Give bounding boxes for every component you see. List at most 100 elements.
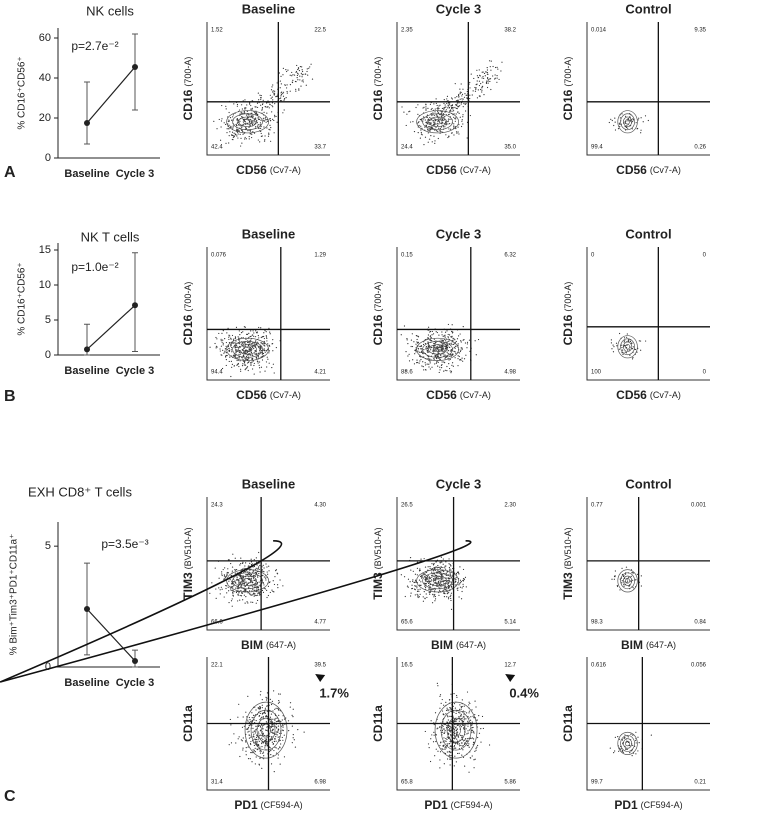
event-dot	[440, 114, 442, 116]
event-dot	[418, 584, 421, 586]
event-dot	[433, 124, 435, 126]
event-dot	[231, 570, 233, 572]
event-dot	[252, 571, 255, 573]
event-dot	[437, 581, 439, 583]
event-dot	[452, 337, 454, 339]
event-dot	[443, 585, 445, 587]
event-dot	[254, 732, 257, 734]
event-dot	[434, 343, 436, 345]
event-dot	[627, 741, 630, 743]
event-dot	[430, 127, 432, 129]
event-dot	[638, 340, 640, 342]
event-dot	[449, 563, 451, 566]
event-dot	[467, 730, 469, 732]
event-dot	[449, 350, 452, 352]
event-dot	[275, 570, 277, 572]
contour	[432, 578, 443, 584]
event-dot	[218, 332, 220, 335]
event-dot	[447, 104, 449, 106]
event-dot	[233, 733, 235, 735]
event-dot	[240, 577, 243, 579]
event-dot	[235, 346, 237, 348]
event-dot	[416, 593, 418, 595]
event-dot	[271, 741, 273, 743]
event-dot	[272, 743, 274, 745]
event-dot	[291, 725, 293, 727]
event-dot	[438, 566, 440, 568]
event-dot	[261, 734, 263, 736]
event-dot	[435, 734, 437, 736]
event-dot	[425, 583, 427, 585]
event-dot	[271, 731, 273, 733]
event-dot	[295, 90, 297, 92]
event-dot	[445, 109, 447, 111]
event-dot	[471, 724, 473, 726]
event-dot	[638, 742, 640, 744]
event-dot	[289, 702, 292, 704]
event-dot	[449, 572, 451, 574]
event-dot	[453, 703, 456, 705]
event-dot	[426, 579, 428, 581]
event-dot	[476, 97, 479, 99]
event-dot	[224, 567, 226, 569]
event-dot	[274, 708, 276, 710]
event-dot	[446, 596, 448, 598]
event-dot	[231, 580, 233, 582]
event-dot	[249, 718, 251, 721]
event-dot	[447, 719, 449, 721]
event-dot	[257, 345, 259, 348]
event-dot	[416, 567, 419, 569]
plot-title: Baseline	[242, 226, 295, 241]
event-dot	[248, 121, 250, 123]
event-dot	[246, 583, 248, 586]
event-dot	[501, 61, 503, 63]
event-dot	[275, 717, 277, 719]
event-dot	[244, 589, 246, 591]
event-dot	[460, 713, 462, 715]
event-dot	[444, 340, 447, 342]
event-dot	[232, 586, 234, 588]
event-dot	[457, 735, 459, 737]
event-dot	[279, 98, 281, 100]
event-dot	[239, 113, 241, 115]
event-dot	[257, 124, 259, 126]
event-dot	[442, 114, 444, 117]
event-dot	[240, 332, 243, 334]
contour	[238, 116, 257, 127]
event-dot	[234, 557, 236, 559]
event-dot	[249, 115, 251, 117]
event-dot	[435, 98, 437, 100]
event-dot	[623, 337, 626, 339]
event-dot	[242, 112, 244, 114]
event-dot	[228, 124, 230, 126]
event-dot	[441, 340, 443, 342]
p-value: p=2.7e⁻²	[71, 39, 118, 53]
quadrant-percent: 4.98	[504, 370, 516, 376]
event-dot	[448, 580, 450, 582]
event-dot	[280, 83, 282, 85]
event-dot	[261, 336, 263, 338]
event-dot	[449, 745, 451, 747]
event-dot	[289, 74, 291, 76]
event-dot	[252, 115, 254, 117]
event-dot	[246, 601, 248, 603]
event-dot	[253, 574, 255, 577]
event-dot	[245, 581, 247, 583]
event-dot	[264, 588, 266, 590]
event-dot	[438, 570, 441, 573]
event-dot	[253, 593, 256, 595]
event-dot	[253, 565, 256, 568]
event-dot	[268, 133, 270, 135]
event-dot	[480, 728, 482, 730]
event-dot	[242, 561, 244, 564]
event-dot	[235, 357, 237, 359]
event-dot	[472, 731, 475, 733]
event-dot	[251, 361, 253, 363]
event-dot	[451, 354, 454, 356]
event-dot	[412, 121, 414, 123]
event-dot	[257, 139, 259, 141]
event-dot	[409, 595, 412, 597]
